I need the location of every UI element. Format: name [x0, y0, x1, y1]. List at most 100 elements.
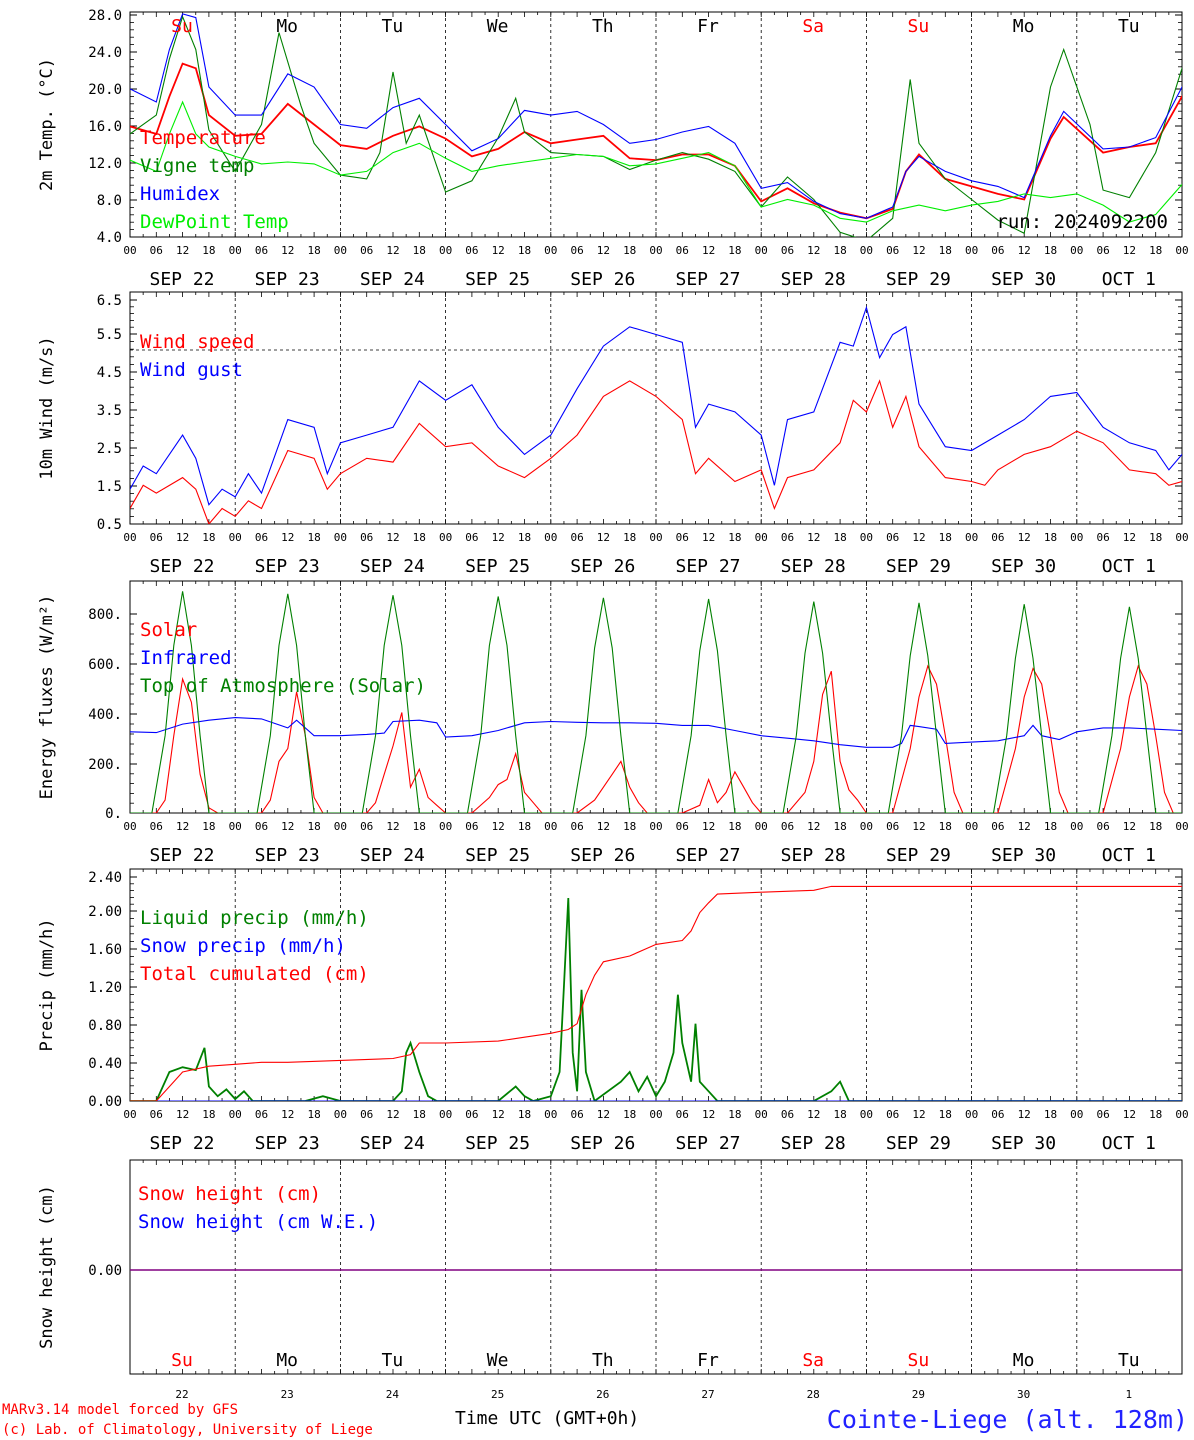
date-label: SEP 28	[781, 556, 846, 577]
hour-label: 18	[307, 820, 320, 833]
hour-label: 12	[176, 1108, 189, 1121]
hour-label: 06	[255, 244, 268, 257]
hour-label: 06	[886, 244, 899, 257]
hour-label: 00	[860, 244, 873, 257]
day-label: Tu	[1118, 1350, 1140, 1371]
run-annotation: run: 2024092200	[996, 211, 1168, 233]
y-tick-label: 0.	[105, 806, 122, 822]
panel-2: 0.5 1.5 2.5 3.5 4.5 5.5 6.5 10m Wind (m/s) Wind …	[37, 291, 1189, 577]
y-axis-label: Precip (mm/h)	[37, 918, 57, 1051]
date-label: SEP 27	[675, 269, 740, 290]
hour-label: 06	[255, 1108, 268, 1121]
legend-entry: Wind speed	[140, 331, 254, 353]
hour-label: 18	[202, 1108, 215, 1121]
hour-label: 06	[360, 244, 373, 257]
date-number-label: 1	[1125, 1388, 1132, 1401]
date-number-label: 22	[175, 1388, 188, 1401]
hour-label: 00	[755, 244, 768, 257]
y-tick-label: 600.	[88, 657, 122, 673]
y-tick-label: 8.0	[97, 193, 122, 209]
hour-label: 12	[1123, 820, 1136, 833]
hour-label: 06	[676, 820, 689, 833]
y-tick-label: 1.5	[97, 479, 122, 495]
hour-label: 00	[1070, 1108, 1083, 1121]
hour-label: 06	[465, 244, 478, 257]
y-tick-label: 800.	[88, 607, 122, 623]
panel-3: 0. 200. 400. 600. 800. Energy fluxes (W/m²) So…	[37, 580, 1189, 866]
hour-label: 18	[833, 531, 846, 544]
date-number-label: 26	[596, 1388, 609, 1401]
day-label: Su	[908, 1350, 930, 1371]
date-label: SEP 22	[149, 269, 214, 290]
hour-label: 18	[939, 1108, 952, 1121]
hour-label: 00	[229, 1108, 242, 1121]
x-axis-title: Time UTC (GMT+0h)	[455, 1408, 639, 1429]
hour-label: 18	[728, 1108, 741, 1121]
hour-label: 06	[1096, 820, 1109, 833]
hour-label: 06	[360, 531, 373, 544]
date-label: SEP 22	[149, 1133, 214, 1154]
hour-label: 12	[807, 531, 820, 544]
hour-label: 18	[1044, 531, 1057, 544]
hour-label: 12	[702, 244, 715, 257]
date-label: SEP 30	[991, 845, 1056, 866]
hour-label: 18	[623, 531, 636, 544]
day-label: Fr	[697, 16, 719, 37]
series-line-wind-gust	[130, 305, 1182, 506]
y-tick-label: 6.5	[97, 293, 122, 309]
series-line-infrared	[130, 717, 1182, 748]
hour-label: 12	[176, 820, 189, 833]
hour-label: 18	[413, 820, 426, 833]
date-label: SEP 30	[991, 1133, 1056, 1154]
date-number-label: 24	[386, 1388, 400, 1401]
date-label: SEP 23	[255, 845, 320, 866]
hour-label: 00	[755, 1108, 768, 1121]
hour-label: 18	[939, 531, 952, 544]
day-label: Sa	[802, 16, 824, 37]
hour-label: 12	[1123, 244, 1136, 257]
hour-label: 06	[781, 820, 794, 833]
date-label: SEP 25	[465, 269, 530, 290]
date-label: SEP 23	[255, 556, 320, 577]
date-label: SEP 29	[886, 845, 951, 866]
series-line-dewpoint-temp	[130, 100, 1182, 223]
hour-label: 06	[991, 244, 1004, 257]
date-label: OCT 1	[1102, 269, 1156, 290]
legend-entry: Solar	[140, 619, 197, 641]
legend-entry: Total cumulated (cm)	[140, 963, 369, 985]
hour-label: 12	[597, 531, 610, 544]
date-number-label: 25	[491, 1388, 504, 1401]
hour-label: 06	[465, 1108, 478, 1121]
day-label: Su	[171, 16, 193, 37]
hour-label: 06	[886, 820, 899, 833]
hour-label: 12	[1123, 1108, 1136, 1121]
hour-label: 00	[649, 820, 662, 833]
hour-label: 12	[281, 531, 294, 544]
day-label: Th	[592, 16, 614, 37]
hour-label: 00	[1070, 820, 1083, 833]
day-label: Tu	[382, 16, 404, 37]
hour-label: 12	[386, 244, 399, 257]
hour-label: 12	[492, 1108, 505, 1121]
y-tick-label: 1.20	[88, 980, 122, 996]
hour-label: 00	[1175, 1108, 1188, 1121]
hour-label: 12	[1018, 820, 1031, 833]
hour-label: 12	[492, 531, 505, 544]
hour-label: 06	[360, 820, 373, 833]
model-credit: MARv3.14 model forced by GFS	[2, 1402, 238, 1418]
y-tick-label: 28.0	[88, 8, 122, 24]
date-label: SEP 24	[360, 1133, 425, 1154]
hour-label: 00	[544, 1108, 557, 1121]
hour-label: 12	[281, 1108, 294, 1121]
date-label: SEP 30	[991, 556, 1056, 577]
hour-label: 06	[676, 1108, 689, 1121]
hour-label: 00	[123, 820, 136, 833]
hour-label: 12	[176, 531, 189, 544]
hour-label: 18	[939, 820, 952, 833]
hour-label: 06	[150, 1108, 163, 1121]
hour-label: 18	[413, 1108, 426, 1121]
hour-label: 12	[807, 1108, 820, 1121]
hour-label: 18	[728, 531, 741, 544]
hour-label: 00	[965, 244, 978, 257]
day-label: Fr	[697, 1350, 719, 1371]
